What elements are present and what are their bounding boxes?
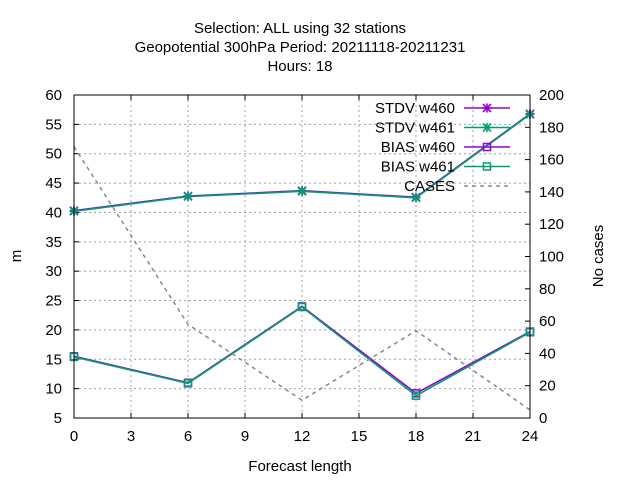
y-tick-label: 40 <box>45 204 62 221</box>
legend-label: STDV w460 <box>375 100 455 117</box>
data-point <box>297 302 307 312</box>
plot-series <box>69 109 535 411</box>
series-line <box>73 306 531 397</box>
legend-label: BIAS w461 <box>381 159 455 176</box>
data-point <box>297 186 307 196</box>
title-line-2: Geopotential 300hPa Period: 20211118-202… <box>135 39 466 56</box>
x-tick-label: 15 <box>351 428 368 445</box>
axis-ticks: 0 3 6 9 12 15 18 21 24 5 10 15 20 25 30 35 40 45 50 55 60 0 20… <box>45 87 564 445</box>
y2-tick-label: 160 <box>539 152 564 169</box>
y2-tick-label: 80 <box>539 281 556 298</box>
x-axis-label: Forecast length <box>248 458 351 475</box>
data-point <box>183 379 193 388</box>
y-tick-label: 15 <box>45 351 62 368</box>
x-tick-label: 9 <box>241 428 249 445</box>
y-tick-label: 30 <box>45 263 62 280</box>
legend-marker <box>482 122 492 133</box>
y-axis-label: m <box>8 250 25 263</box>
data-point <box>411 193 421 203</box>
y-tick-label: 35 <box>45 234 62 251</box>
series-bias-w461 <box>69 302 535 400</box>
y2-tick-label: 140 <box>539 184 564 201</box>
chart-title: Selection: ALL using 32 stations Geopote… <box>135 20 466 75</box>
title-line-1: Selection: ALL using 32 stations <box>194 20 406 37</box>
x-tick-label: 24 <box>522 428 539 445</box>
y-tick-label: 5 <box>54 410 62 427</box>
legend-label: STDV w461 <box>375 120 455 137</box>
legend-marker <box>482 162 492 171</box>
x-tick-label: 12 <box>294 428 311 445</box>
x-tick-label: 21 <box>465 428 482 445</box>
legend-entry: STDV w461 <box>375 120 510 137</box>
data-point <box>183 192 193 202</box>
y2-tick-label: 200 <box>539 87 564 104</box>
legend-marker <box>482 103 492 113</box>
y2-tick-label: 20 <box>539 378 556 395</box>
y2-axis-label: No cases <box>590 225 607 288</box>
y-tick-label: 45 <box>45 175 62 192</box>
legend-entry: STDV w460 <box>375 100 510 117</box>
y-tick-label: 55 <box>45 116 62 133</box>
y-tick-label: 50 <box>45 146 62 163</box>
legend-entry: BIAS w460 <box>381 139 510 156</box>
y2-tick-label: 60 <box>539 313 556 330</box>
legend: STDV w460 STDV w461 BIAS w460 BIAS w461 CASE… <box>375 100 510 195</box>
series-bias-w460 <box>69 302 535 398</box>
data-point <box>411 391 421 400</box>
grid <box>74 95 530 418</box>
legend-label: CASES <box>404 178 455 195</box>
y-tick-label: 10 <box>45 381 62 398</box>
y2-tick-label: 180 <box>539 119 564 136</box>
y-tick-label: 60 <box>45 87 62 104</box>
title-line-3: Hours: 18 <box>267 58 332 75</box>
y2-tick-label: 40 <box>539 345 556 362</box>
plot-frame <box>73 94 531 419</box>
y2-tick-label: 100 <box>539 249 564 266</box>
legend-entry: CASES <box>404 178 510 195</box>
legend-marker <box>482 142 492 152</box>
y-tick-label: 25 <box>45 293 62 310</box>
y2-tick-label: 120 <box>539 216 564 233</box>
legend-entry: BIAS w461 <box>381 159 510 176</box>
legend-label: BIAS w460 <box>381 139 455 156</box>
y2-tick-label: 0 <box>539 410 547 427</box>
y-tick-label: 20 <box>45 322 62 339</box>
x-tick-label: 18 <box>408 428 425 445</box>
x-tick-label: 0 <box>70 428 78 445</box>
x-tick-label: 3 <box>127 428 135 445</box>
x-tick-label: 6 <box>184 428 192 445</box>
